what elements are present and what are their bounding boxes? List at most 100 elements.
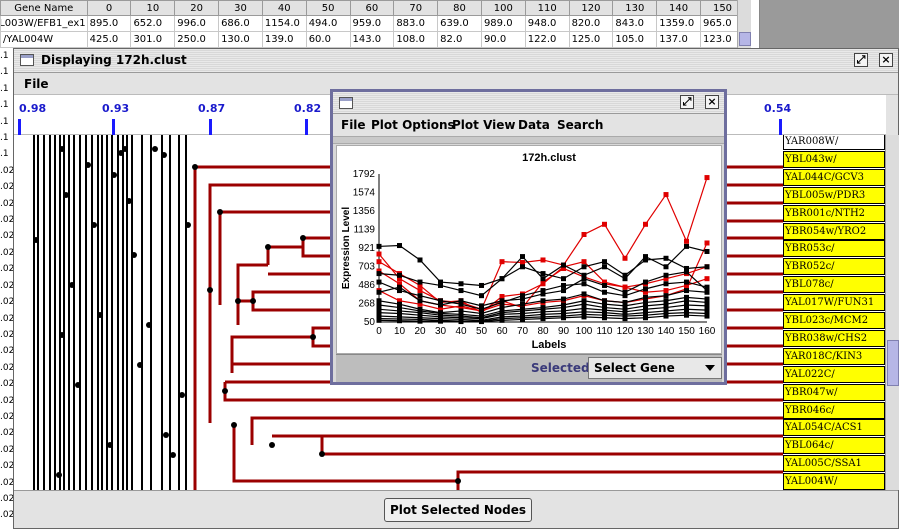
- value-cell[interactable]: 137.0: [656, 31, 701, 48]
- scroll-thumb[interactable]: [887, 340, 899, 386]
- gene-label[interactable]: YBR047w/: [783, 383, 885, 401]
- data-point: [704, 248, 710, 254]
- value-cell[interactable]: 494.0: [305, 15, 351, 32]
- value-cell[interactable]: 1154.0: [261, 15, 307, 32]
- menu-search[interactable]: Search: [557, 118, 604, 132]
- gene-name-cell[interactable]: YAL003W/EFB1_ex1: [0, 15, 88, 32]
- gene-label[interactable]: YBL005w/PDR3: [783, 186, 885, 204]
- plot-window-titlebar[interactable]: ⤢ ×: [333, 92, 724, 114]
- close-icon[interactable]: ×: [705, 95, 719, 109]
- gene-label[interactable]: YAL005C/SSA1: [783, 455, 885, 473]
- y-axis-label: Expression Level: [341, 207, 352, 289]
- column-header[interactable]: 0: [86, 0, 132, 16]
- value-cell[interactable]: 959.0: [349, 15, 395, 32]
- value-cell[interactable]: 143.0: [349, 31, 395, 48]
- column-header[interactable]: 100: [480, 0, 526, 16]
- gene-label[interactable]: YAL004W/: [783, 473, 885, 490]
- x-tick-label: 150: [678, 326, 695, 337]
- gene-label[interactable]: YAL054C/ACS1: [783, 419, 885, 437]
- value-cell[interactable]: 108.0: [393, 31, 439, 48]
- column-header[interactable]: 50: [305, 0, 351, 16]
- value-cell[interactable]: 843.0: [612, 15, 658, 32]
- column-header[interactable]: 20: [174, 0, 220, 16]
- maximize-icon[interactable]: ⤢: [680, 95, 694, 109]
- gene-name-cell[interactable]: YAL004W/: [0, 31, 88, 48]
- data-point: [684, 269, 689, 275]
- value-cell[interactable]: 90.0: [480, 31, 526, 48]
- column-header[interactable]: 30: [218, 0, 263, 16]
- value-cell[interactable]: 139.0: [261, 31, 307, 48]
- column-header[interactable]: 40: [261, 0, 307, 16]
- value-cell[interactable]: 1359.0: [656, 15, 701, 32]
- scroll-thumb[interactable]: [739, 32, 751, 46]
- table-row[interactable]: YAL004W/425.0 301.0 250.0 130.0 139.0 60.0 143…: [0, 31, 745, 48]
- data-point: [622, 289, 628, 295]
- gene-label[interactable]: YBL043w/: [783, 150, 885, 168]
- value-cell[interactable]: 948.0: [524, 15, 570, 32]
- column-header[interactable]: Gene Name: [0, 0, 88, 16]
- gene-label[interactable]: YBR001c/NTH2: [783, 204, 885, 222]
- value-cell[interactable]: 105.0: [612, 31, 658, 48]
- strip-cell: .1: [0, 149, 9, 160]
- value-cell[interactable]: 122.0: [524, 31, 570, 48]
- gene-label[interactable]: YBL064c/: [783, 437, 885, 455]
- value-cell[interactable]: 652.0: [130, 15, 176, 32]
- column-header[interactable]: 110: [524, 0, 570, 16]
- split-divider[interactable]: [333, 136, 724, 144]
- data-point: [704, 264, 710, 270]
- data-point: [397, 308, 402, 314]
- value-cell[interactable]: 301.0: [130, 31, 176, 48]
- window-titlebar[interactable]: Displaying 172h.clust ⤢ ×: [14, 49, 898, 73]
- x-tick-label: 70: [517, 326, 529, 337]
- column-header[interactable]: 120: [568, 0, 614, 16]
- table-scrollbar[interactable]: [737, 0, 751, 48]
- gene-label[interactable]: YBR052c/: [783, 258, 885, 276]
- table-row[interactable]: YAL003W/EFB1_ex1895.0652.0996.0686.01154…: [0, 15, 745, 32]
- column-header[interactable]: 150: [700, 0, 745, 16]
- gene-label[interactable]: YBR046c/: [783, 401, 885, 419]
- gene-label[interactable]: YBR053c/: [783, 240, 885, 258]
- gene-label[interactable]: YBR054w/YRO2: [783, 222, 885, 240]
- gene-label[interactable]: YAR018C/KIN3: [783, 347, 885, 365]
- value-cell[interactable]: 82.0: [437, 31, 482, 48]
- value-cell[interactable]: 130.0: [218, 31, 263, 48]
- select-gene-dropdown[interactable]: Select Gene: [588, 357, 722, 379]
- gene-label[interactable]: YAL022C/: [783, 365, 885, 383]
- gene-label[interactable]: YBR038w/CHS2: [783, 329, 885, 347]
- maximize-icon[interactable]: ⤢: [854, 53, 868, 67]
- gene-label[interactable]: YBL078c/: [783, 276, 885, 294]
- dendrogram-scrollbar[interactable]: [885, 135, 899, 490]
- close-icon[interactable]: ×: [879, 53, 893, 67]
- strip-cell: .02: [0, 264, 14, 275]
- column-header[interactable]: 60: [349, 0, 395, 16]
- value-cell[interactable]: 996.0: [174, 15, 220, 32]
- bottom-bar: Plot Selected Nodes: [14, 490, 898, 528]
- value-cell[interactable]: 883.0: [393, 15, 439, 32]
- value-cell[interactable]: 425.0: [86, 31, 132, 48]
- column-header[interactable]: 70: [393, 0, 439, 16]
- value-cell[interactable]: 820.0: [568, 15, 614, 32]
- value-cell[interactable]: 686.0: [218, 15, 263, 32]
- gene-label[interactable]: YAR008W/: [783, 135, 885, 150]
- menu-plot-view[interactable]: Plot View: [452, 118, 516, 132]
- value-cell[interactable]: 639.0: [437, 15, 482, 32]
- plot-selected-nodes-button[interactable]: Plot Selected Nodes: [384, 498, 532, 522]
- value-cell[interactable]: 895.0: [86, 15, 132, 32]
- menu-plot-options[interactable]: Plot Options: [371, 118, 455, 132]
- column-header[interactable]: 10: [130, 0, 176, 16]
- ruler-tick: [779, 119, 782, 135]
- gene-label[interactable]: YBL023c/MCM2: [783, 312, 885, 329]
- gene-label[interactable]: YAL017W/FUN31: [783, 294, 885, 312]
- menu-data[interactable]: Data: [518, 118, 550, 132]
- value-cell[interactable]: 250.0: [174, 31, 220, 48]
- menu-file[interactable]: File: [24, 77, 49, 91]
- menu-file[interactable]: File: [341, 118, 366, 132]
- value-cell[interactable]: 989.0: [480, 15, 526, 32]
- column-header[interactable]: 80: [437, 0, 482, 16]
- gene-label[interactable]: YAL044C/GCV3: [783, 168, 885, 186]
- data-point: [417, 288, 423, 294]
- value-cell[interactable]: 60.0: [305, 31, 351, 48]
- value-cell[interactable]: 125.0: [568, 31, 614, 48]
- column-header[interactable]: 130: [612, 0, 658, 16]
- column-header[interactable]: 140: [656, 0, 701, 16]
